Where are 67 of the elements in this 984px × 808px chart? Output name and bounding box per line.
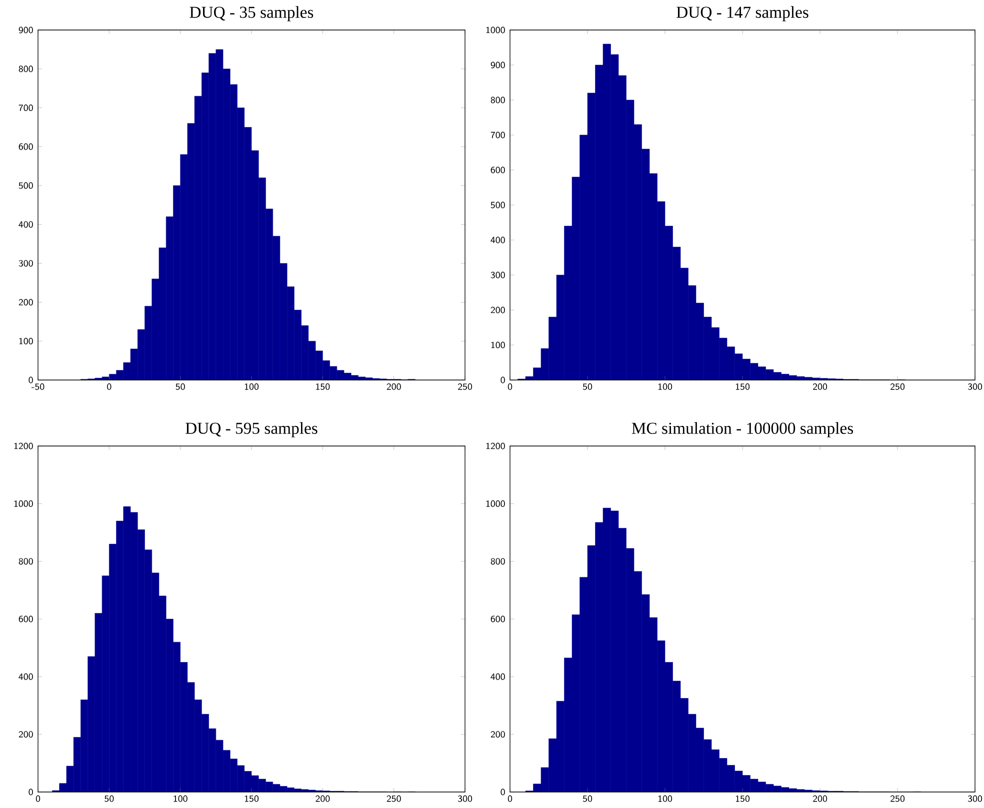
x-tick-label: 300 <box>968 383 982 390</box>
y-tick-label: 100 <box>491 342 505 348</box>
x-tick-label: 100 <box>658 795 672 802</box>
x-tick-label: 250 <box>458 383 472 390</box>
y-tick-label: 900 <box>18 26 33 34</box>
x-tick-label: 150 <box>736 383 750 390</box>
y-tick-label: 1000 <box>14 500 33 507</box>
y-tick-label: 300 <box>18 260 33 267</box>
x-tick-label: 250 <box>890 383 905 390</box>
y-tick-label: 900 <box>490 62 505 68</box>
x-tick-label: 150 <box>244 795 259 802</box>
y-tick-label: 800 <box>490 96 505 104</box>
y-tick-label: 200 <box>490 306 505 314</box>
chart-title: MC simulation - 100000 samples <box>632 422 854 438</box>
y-tick-label: 1000 <box>486 26 505 34</box>
x-tick-label: 0 <box>107 383 112 390</box>
x-tick-label: 0 <box>508 383 512 390</box>
x-tick-label: 200 <box>812 383 828 390</box>
y-tick-label: 800 <box>18 558 33 565</box>
x-tick-label: 200 <box>812 795 828 802</box>
chart-title: DUQ - 147 samples <box>676 6 808 22</box>
y-tick-label: 0 <box>28 788 33 796</box>
y-tick-label: 200 <box>18 298 33 306</box>
chart-title: DUQ - 595 samples <box>186 422 318 438</box>
x-tick-label: 0 <box>36 795 40 802</box>
x-tick-label: 100 <box>658 383 672 390</box>
x-tick-label: 250 <box>386 795 401 802</box>
x-tick-label: 200 <box>386 383 401 390</box>
y-tick-label: 800 <box>490 558 505 565</box>
y-tick-label: 700 <box>490 132 505 138</box>
x-tick-label: 150 <box>736 795 750 802</box>
x-tick-label: 200 <box>316 795 330 802</box>
x-tick-label: 50 <box>582 383 592 390</box>
y-tick-label: 700 <box>18 104 33 112</box>
x-tick-label: 50 <box>582 795 592 802</box>
y-tick-label: 1200 <box>14 442 33 450</box>
x-tick-label: 50 <box>176 383 185 390</box>
x-tick-label: -50 <box>32 383 44 390</box>
y-tick-label: 600 <box>18 143 33 150</box>
y-tick-label: 1000 <box>486 500 505 507</box>
y-tick-label: 1200 <box>486 442 505 450</box>
y-tick-label: 500 <box>490 202 505 208</box>
y-tick-label: 400 <box>490 673 505 680</box>
x-tick-label: 300 <box>968 795 982 802</box>
y-tick-label: 400 <box>18 221 33 228</box>
y-tick-label: 0 <box>500 788 505 796</box>
y-tick-label: 100 <box>19 338 33 344</box>
y-tick-label: 200 <box>18 731 33 738</box>
x-tick-label: 250 <box>890 795 905 802</box>
y-tick-label: 800 <box>18 66 33 72</box>
chart-title: DUQ - 35 samples <box>190 6 314 22</box>
y-tick-label: 0 <box>28 376 33 384</box>
x-tick-label: 50 <box>104 795 114 802</box>
x-tick-label: 0 <box>508 795 512 802</box>
y-tick-label: 300 <box>490 272 505 278</box>
y-tick-label: 0 <box>500 376 505 384</box>
x-tick-label: 100 <box>174 795 188 802</box>
x-tick-label: 150 <box>316 383 330 390</box>
y-tick-label: 400 <box>490 236 505 244</box>
y-tick-label: 600 <box>490 616 505 622</box>
x-tick-label: 300 <box>458 795 472 802</box>
y-tick-label: 500 <box>18 182 33 189</box>
y-tick-label: 600 <box>18 616 33 622</box>
y-tick-label: 400 <box>18 673 33 680</box>
x-tick-label: 100 <box>244 383 259 390</box>
y-tick-label: 600 <box>490 166 505 174</box>
y-tick-label: 200 <box>490 731 505 738</box>
